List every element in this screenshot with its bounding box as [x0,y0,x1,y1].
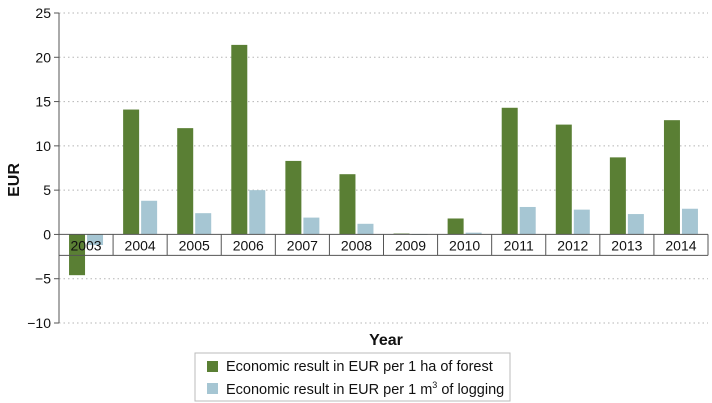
x-tick-label: 2006 [233,237,264,253]
x-tick-label: 2004 [125,237,156,253]
y-axis-title: EUR [6,163,23,197]
legend: Economic result in EUR per 1 ha of fores… [194,352,511,402]
bar-logging [249,190,266,235]
bar-forest [285,160,302,235]
legend-label-logging: Economic result in EUR per 1 m3 of loggi… [226,380,504,398]
bar-logging [627,214,644,235]
y-tick-label: 10 [35,138,51,154]
x-tick-label: 2014 [665,237,696,253]
bar-logging [465,232,482,235]
bar-logging [681,208,698,235]
x-tick-label: 2012 [557,237,588,253]
legend-label-logging-prefix: Economic result in EUR per 1 m [226,382,432,398]
x-tick-label: 2011 [504,237,534,253]
legend-label-logging-suffix: of logging [437,382,504,398]
x-tick-labels: 2003 2004 2005 2006 2007 2008 2009 2010 2011 2012… [70,237,696,253]
bar-logging [573,209,590,235]
y-tick-label: 25 [35,5,51,21]
bar-logging [519,206,536,235]
legend-label-logging-sup: 3 [432,380,437,390]
bar-forest [177,128,194,235]
bar-forest [555,124,572,235]
gridlines [59,12,708,324]
legend-frame [194,352,511,402]
y-tick-label: 5 [43,182,51,198]
y-tick-labels: 25 20 15 10 5 0 −5 −10 [27,5,51,331]
x-tick-label: 2013 [611,237,642,253]
bar-forest [609,157,626,235]
x-tick-label: 2007 [287,237,318,253]
bar-logging [141,200,158,235]
y-tick-label: 0 [43,226,51,242]
bar-forest [231,44,248,235]
bar-logging [195,213,212,235]
x-axis-title: Year [369,332,403,349]
bar-forest [339,174,356,235]
y-tick-label: 20 [35,49,51,65]
y-tick-label: −10 [27,315,51,331]
bar-forest [69,234,86,276]
legend-swatch-forest [207,361,218,372]
bar-forest [663,120,680,235]
bar-forest [447,218,464,235]
legend-swatch-logging [207,383,218,394]
x-tick-label: 2003 [70,237,101,253]
bars [69,44,698,276]
bar-forest [123,109,140,235]
legend-label-forest: Economic result in EUR per 1 ha of fores… [226,359,493,375]
x-tick-label: 2008 [341,237,372,253]
y-tick-label: −5 [35,271,51,287]
x-tick-label: 2009 [395,237,426,253]
bar-logging [303,217,320,235]
x-tick-label: 2005 [179,237,210,253]
bar-logging [87,234,104,246]
y-tick-label: 15 [35,94,51,110]
x-tick-label: 2010 [449,237,480,253]
bar-forest [501,107,518,235]
bar-logging [357,223,374,235]
axes [54,12,709,324]
